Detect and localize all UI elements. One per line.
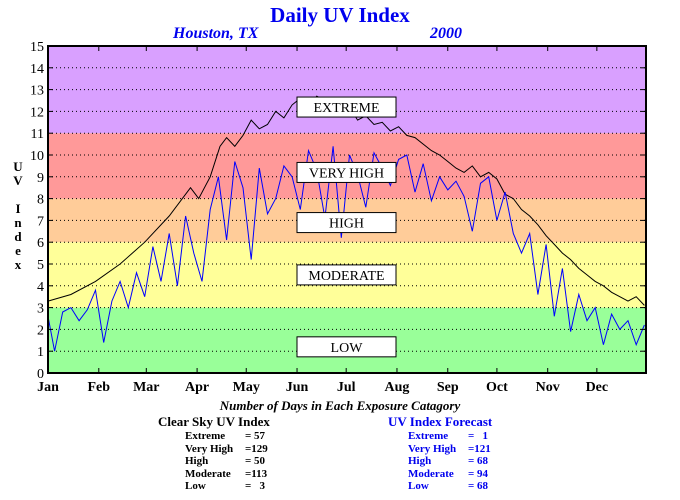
x-tick-label: May — [233, 380, 260, 395]
band-label-box — [296, 161, 397, 183]
x-tick-label: Oct — [486, 380, 508, 395]
band-label-box — [296, 96, 397, 118]
forecast-row: Very High =121 — [408, 442, 491, 455]
y-tick-label: 4 — [37, 280, 44, 295]
clear-sky-row: Moderate =113 — [185, 467, 268, 480]
x-tick-label: Nov — [536, 380, 560, 395]
x-tick-label: Sep — [437, 380, 459, 395]
chart-title: Daily UV Index — [270, 3, 410, 27]
y-tick-label: 3 — [37, 302, 44, 317]
y-tick-label: 11 — [31, 127, 44, 142]
x-tick-label: Jan — [37, 380, 59, 395]
series-line-0 — [47, 95, 645, 306]
clear-sky-list: Extreme = 57 Very High =129 High = 50 Moder… — [185, 430, 268, 493]
forecast-row: High = 68 — [408, 455, 489, 467]
band-label-box — [296, 264, 397, 286]
x-tick-label: Apr — [185, 380, 209, 395]
forecast-title: UV Index Forecast — [388, 414, 493, 429]
uv-band-extreme — [48, 46, 646, 134]
band-label: MODERATE — [308, 269, 384, 284]
y-tick-label: 15 — [30, 40, 44, 55]
clear-sky-row: Low = 3 — [185, 480, 266, 492]
band-label: HIGH — [329, 217, 364, 232]
forecast-row: Low = 68 — [408, 480, 489, 492]
forecast-row: Moderate = 94 — [408, 467, 489, 480]
x-tick-label: Feb — [88, 380, 111, 395]
x-tick-label: Mar — [133, 380, 159, 395]
y-tick-label: 10 — [30, 149, 44, 164]
x-tick-label: Dec — [586, 380, 609, 395]
clear-sky-row: High = 50 — [185, 455, 266, 467]
x-tick-label: Jul — [337, 380, 356, 395]
days-heading: Number of Days in Each Exposure Catagory — [219, 398, 461, 413]
band-label: VERY HIGH — [309, 166, 384, 181]
y-tick-label: 8 — [37, 193, 44, 208]
series-line-1 — [47, 146, 645, 352]
forecast-row: Extreme = 1 — [408, 430, 489, 442]
y-tick-label: 1 — [37, 345, 44, 360]
plot-frame — [47, 45, 647, 374]
y-tick-label: 0 — [37, 367, 44, 382]
forecast-list: Extreme = 1 Very High =121 High = 68 Modera… — [408, 430, 491, 493]
y-tick-label: 14 — [30, 62, 44, 77]
clear-sky-title: Clear Sky UV Index — [158, 414, 270, 429]
clear-sky-row: Extreme = 57 — [185, 430, 266, 442]
y-tick-label: 7 — [37, 214, 44, 229]
y-tick-label: 5 — [37, 258, 44, 273]
band-label-box — [296, 212, 397, 234]
x-tick-label: Aug — [385, 380, 410, 395]
band-label-box — [296, 336, 397, 358]
band-label: LOW — [331, 341, 364, 356]
clear-sky-row: Very High =129 — [185, 442, 268, 455]
x-tick-label: Jun — [286, 380, 309, 395]
year-label: 2000 — [430, 25, 462, 42]
y-tick-label: 9 — [37, 171, 44, 186]
y-tick-label: 12 — [30, 105, 44, 120]
location-label: Houston, TX — [173, 25, 259, 42]
band-label: EXTREME — [313, 101, 379, 116]
y-tick-label: 6 — [37, 236, 44, 251]
y-tick-label: 13 — [30, 84, 44, 99]
y-tick-label: 2 — [37, 323, 44, 338]
